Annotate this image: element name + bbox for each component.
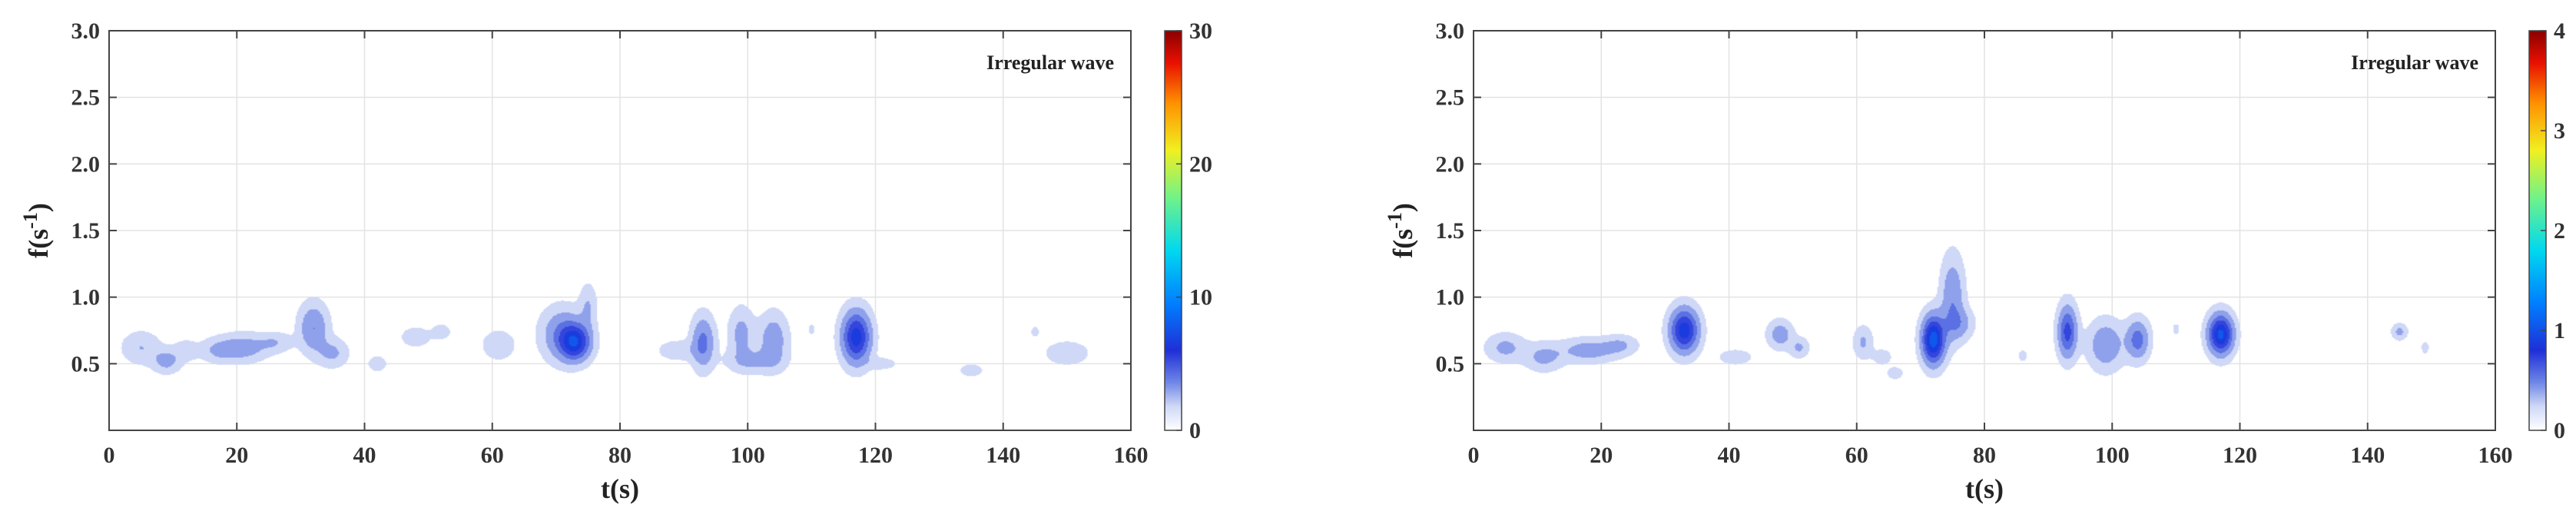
colorbar-tick-label: 0 (2554, 418, 2565, 443)
annotation-irregular-wave: Irregular wave (986, 51, 1114, 74)
colorbar-tick-label: 0 (1189, 418, 1201, 443)
y-tick-label: 1.0 (1436, 285, 1465, 310)
x-tick-label: 100 (2095, 443, 2130, 468)
colorbar-tick-label: 4 (2554, 18, 2565, 44)
wavelet-spectrum-chart-right: 0 20 40 60 80 100 120 140 1600.51.01.52.02.53.0t… (1384, 18, 2566, 504)
x-tick-label: 80 (608, 443, 632, 468)
colorbar-tick-label: 20 (1189, 151, 1212, 177)
spectrum-heatmap (1474, 31, 2495, 430)
y-axis-label-exponent: -1 (1384, 212, 1406, 229)
colorbar-tick-label: 10 (1189, 285, 1212, 310)
x-tick-label: 140 (986, 443, 1020, 468)
x-tick-label: 120 (2223, 443, 2257, 468)
colorbar-tick-label: 3 (2554, 118, 2565, 144)
x-tick-label: 60 (1845, 443, 1868, 468)
x-tick-label: 100 (731, 443, 765, 468)
y-tick-label: 0.5 (71, 351, 101, 377)
y-tick-label: 0.5 (1436, 351, 1465, 377)
y-tick-label: 1.0 (71, 285, 101, 310)
y-tick-label: 1.5 (1436, 218, 1465, 244)
y-axis-label-close: ) (1387, 203, 1418, 212)
y-tick-label: 3.0 (71, 18, 101, 44)
y-axis-label-exponent: -1 (19, 212, 41, 229)
x-tick-label: 0 (1468, 443, 1480, 468)
y-axis-label-main: f(s (23, 229, 54, 258)
y-tick-label: 2.5 (1436, 85, 1465, 111)
y-axis-label-close: ) (23, 203, 54, 212)
x-axis-label: t(s) (1965, 473, 2004, 504)
y-tick-label: 1.5 (71, 218, 101, 244)
annotation-irregular-wave: Irregular wave (2351, 51, 2478, 74)
colorbar-tick-label: 1 (2554, 318, 2565, 343)
colorbar-tick-label: 30 (1189, 18, 1212, 44)
colorbar-tick-label: 2 (2554, 218, 2565, 244)
x-tick-label: 140 (2350, 443, 2385, 468)
y-tick-label: 2.5 (71, 85, 101, 111)
y-axis-label: f(s-1) (1384, 203, 1419, 258)
x-tick-label: 160 (1114, 443, 1149, 468)
wavelet-spectrum-chart-left: 0 20 40 60 80 100 120 140 1600.51.01.52.02.53.0t… (19, 18, 1213, 504)
x-tick-label: 20 (1590, 443, 1613, 468)
x-tick-label: 160 (2478, 443, 2513, 468)
x-tick-label: 120 (858, 443, 893, 468)
x-tick-label: 60 (481, 443, 504, 468)
x-tick-label: 20 (225, 443, 248, 468)
y-tick-label: 2.0 (1436, 151, 1465, 177)
y-tick-label: 2.0 (71, 151, 101, 177)
y-axis-label: f(s-1) (19, 203, 55, 258)
x-axis-label: t(s) (601, 473, 639, 504)
y-axis-label-main: f(s (1387, 229, 1418, 258)
x-tick-label: 80 (1973, 443, 1996, 468)
x-tick-label: 40 (1718, 443, 1741, 468)
spectrum-heatmap (109, 31, 1131, 430)
x-tick-label: 40 (353, 443, 376, 468)
y-tick-label: 3.0 (1436, 18, 1465, 44)
colorbar (1164, 30, 1182, 431)
x-tick-label: 0 (104, 443, 115, 468)
